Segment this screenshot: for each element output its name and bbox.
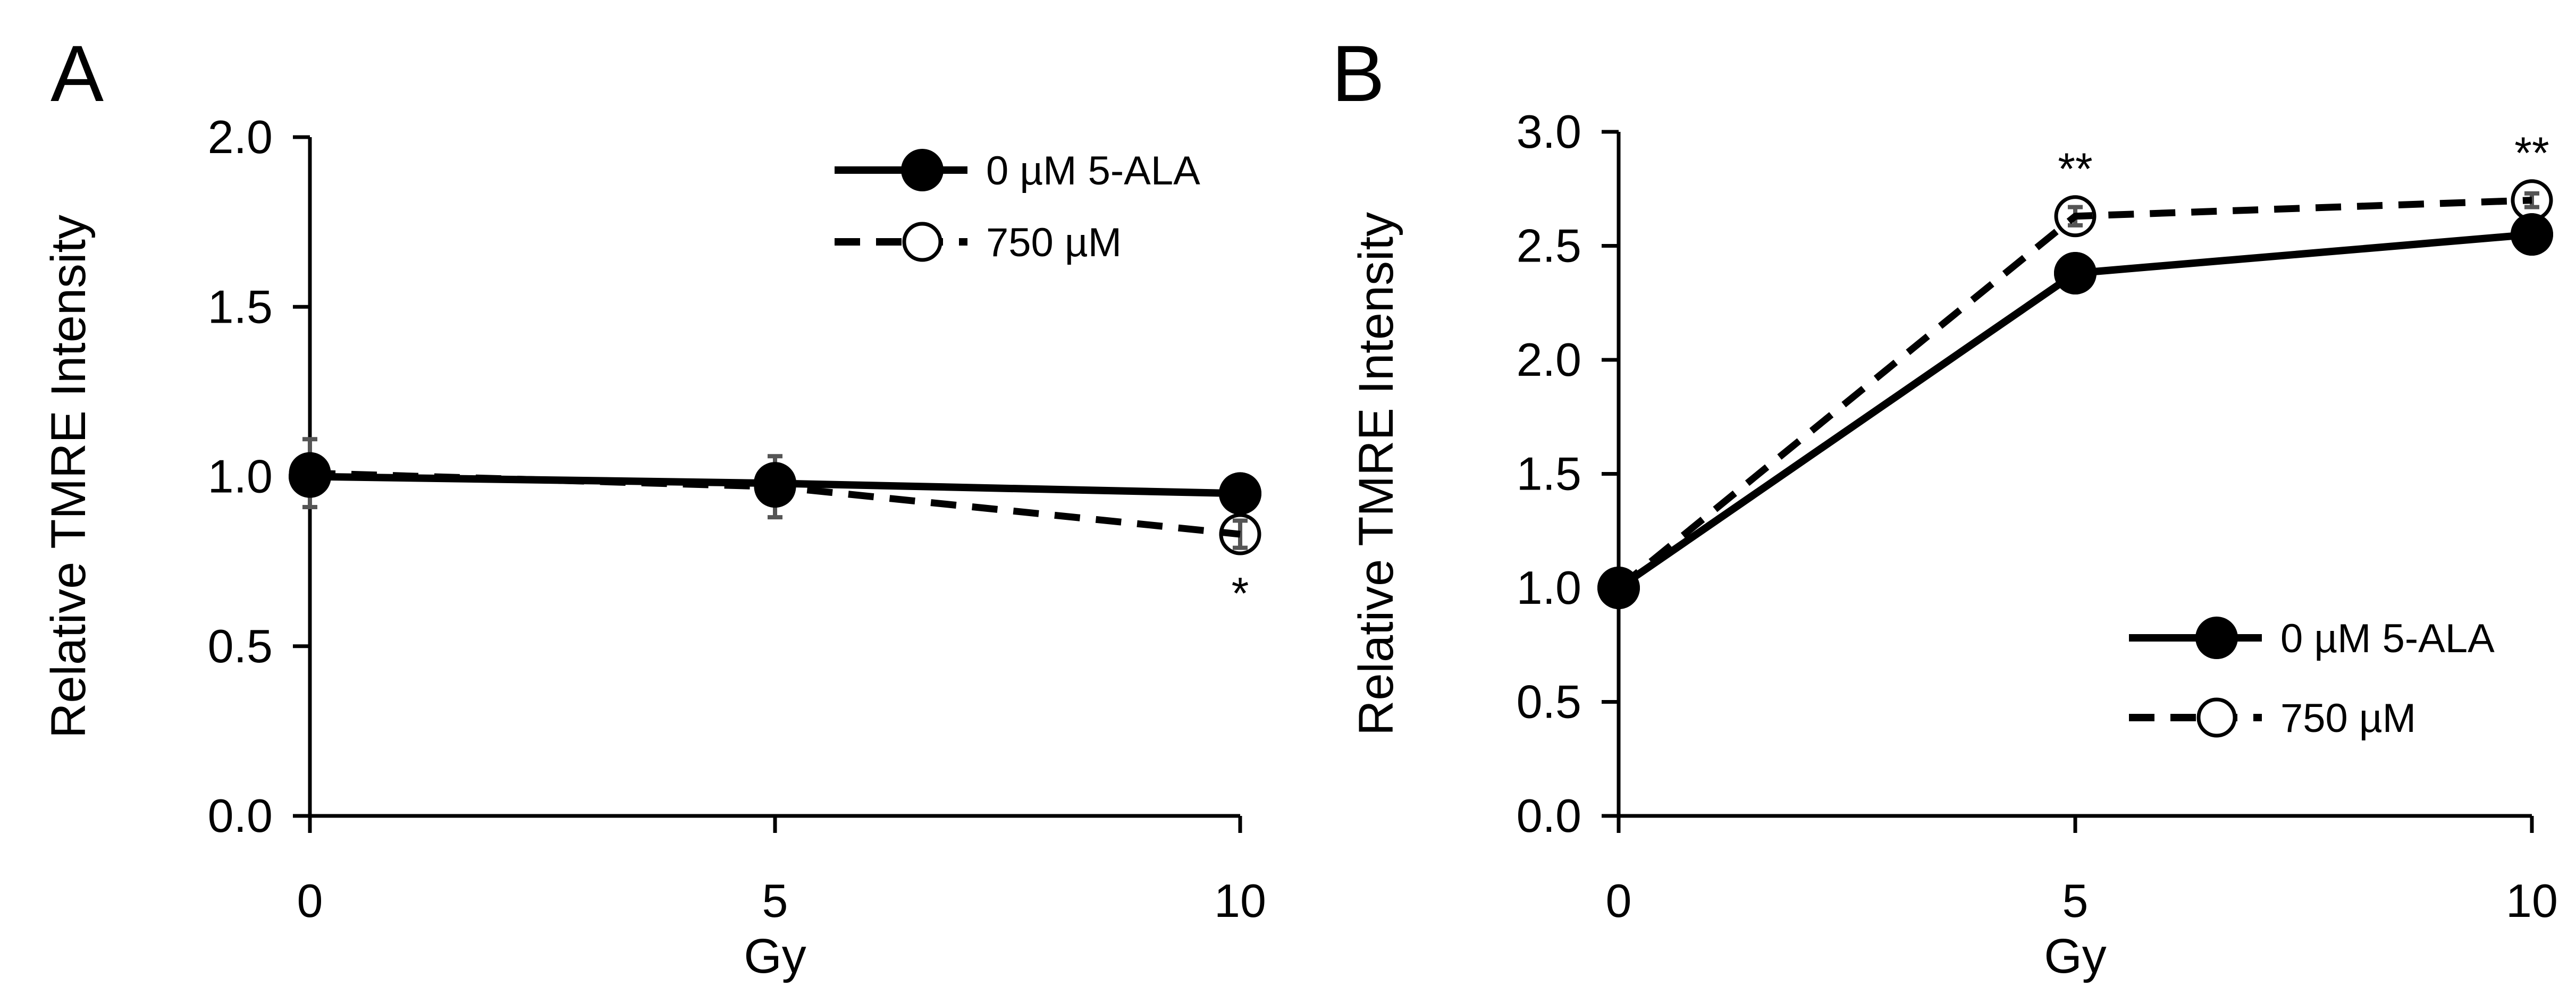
data-point bbox=[1219, 472, 1261, 515]
y-axis-title: Relative TMRE Intensity bbox=[41, 215, 96, 738]
chart-panel-b: B 0.0 0.5 1.0 1.5 2.0 2.5 3.0 0 5 10 Gy Relative TMR… bbox=[1332, 29, 2558, 983]
y-tick-label: 2.0 bbox=[208, 111, 273, 163]
legend-label: 0 µM 5-ALA bbox=[2280, 616, 2495, 661]
y-tick-label: 1.5 bbox=[208, 280, 273, 333]
data-point bbox=[2054, 251, 2097, 294]
y-axis-title: Relative TMRE Intensity bbox=[1349, 212, 1403, 736]
chart-panel-a: A 0.0 0.5 1.0 1.5 2.0 0 5 10 Gy Relative TMRE Inte… bbox=[41, 29, 1266, 983]
x-tick-label: 5 bbox=[762, 874, 788, 927]
x-axis-title: Gy bbox=[744, 929, 806, 983]
y-tick-label: 3.0 bbox=[1517, 105, 1581, 158]
y-tick-label: 0.0 bbox=[1517, 789, 1581, 842]
y-tick-label: 1.0 bbox=[208, 450, 273, 503]
data-point bbox=[1597, 567, 1640, 609]
legend-marker bbox=[2196, 697, 2237, 738]
y-tick-label: 1.5 bbox=[1517, 448, 1581, 500]
x-axis-title: Gy bbox=[2044, 929, 2107, 983]
legend-label: 750 µM bbox=[2280, 696, 2416, 741]
y-tick-label: 0.0 bbox=[208, 789, 273, 842]
significance-marker: * bbox=[1232, 568, 1249, 618]
legend-label: 0 µM 5-ALA bbox=[986, 148, 1200, 193]
y-tick-label: 1.0 bbox=[1517, 561, 1581, 614]
legend-label: 750 µM bbox=[986, 220, 1122, 265]
y-tick-label: 2.5 bbox=[1517, 220, 1581, 272]
data-point bbox=[2511, 213, 2553, 256]
data-point bbox=[289, 455, 331, 498]
legend-marker bbox=[902, 222, 942, 262]
data-point bbox=[1219, 513, 1261, 555]
panel-label: A bbox=[50, 29, 104, 118]
x-tick-label: 10 bbox=[2506, 874, 2558, 927]
series-750um-line bbox=[1616, 197, 2532, 591]
x-tick-label: 0 bbox=[1606, 874, 1632, 927]
significance-marker: ** bbox=[2058, 144, 2092, 194]
data-point bbox=[754, 462, 796, 505]
x-tick-label: 5 bbox=[2063, 874, 2089, 927]
y-tick-label: 0.5 bbox=[1517, 676, 1581, 728]
y-tick-label: 0.5 bbox=[208, 620, 273, 672]
significance-marker: ** bbox=[2514, 128, 2549, 178]
legend-marker bbox=[901, 149, 944, 191]
y-tick-label: 2.0 bbox=[1517, 333, 1581, 386]
x-tick-label: 10 bbox=[1214, 874, 1266, 927]
data-point bbox=[2054, 195, 2097, 238]
panel-label: B bbox=[1332, 29, 1385, 118]
legend-marker bbox=[2195, 617, 2238, 659]
x-tick-label: 0 bbox=[297, 874, 323, 927]
